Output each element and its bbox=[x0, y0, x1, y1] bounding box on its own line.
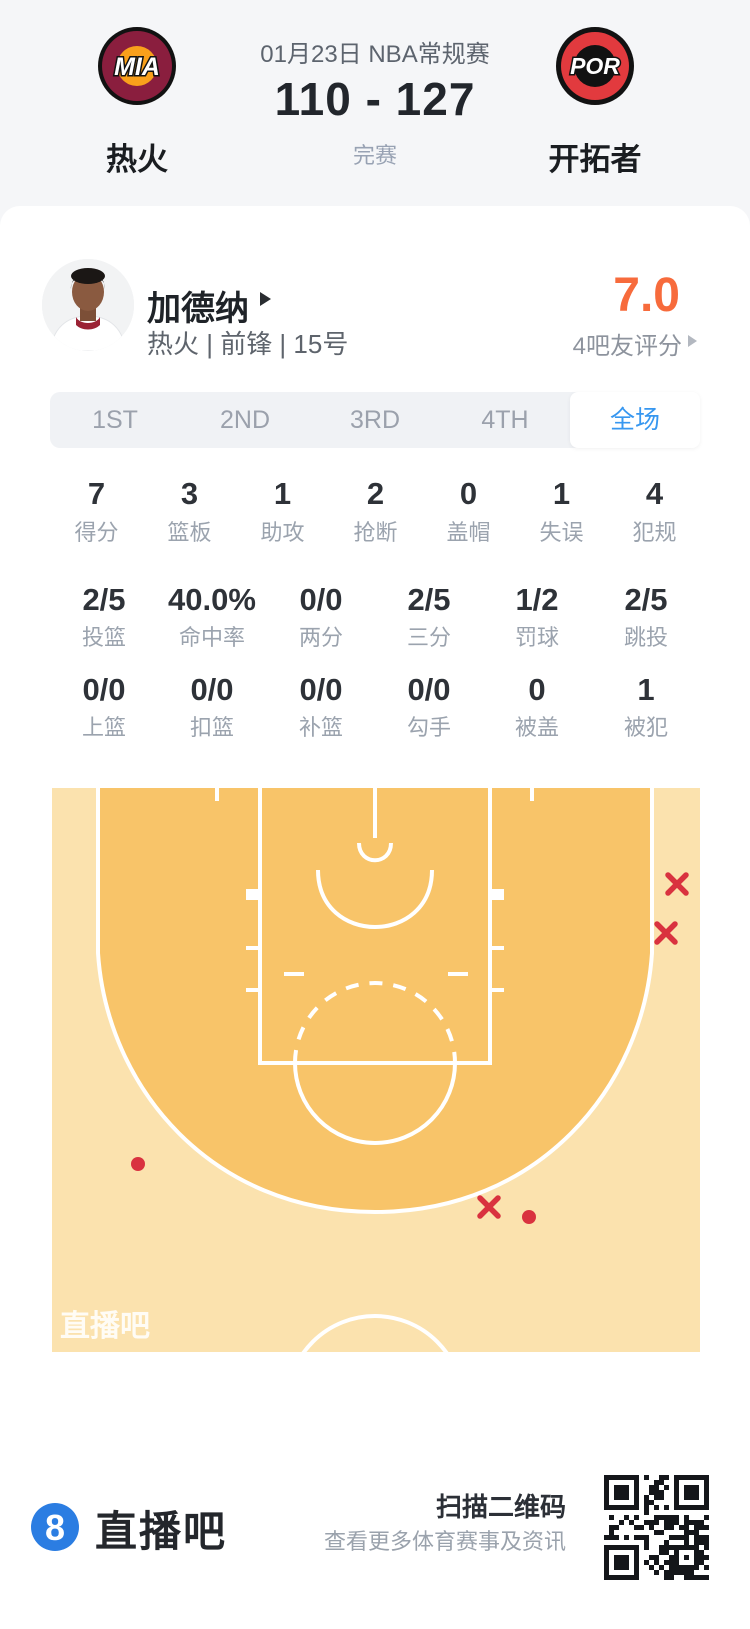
free-throw-circle-solid bbox=[293, 1062, 457, 1145]
stat-label: 得分 bbox=[74, 520, 119, 545]
block-mark-right bbox=[490, 889, 504, 900]
stat-label: 三分 bbox=[406, 625, 451, 650]
player-rating: 7.0 bbox=[613, 269, 680, 322]
missed-shot-marker bbox=[477, 1195, 501, 1219]
match-score: 110 - 127 bbox=[274, 73, 476, 125]
stat-label: 跳投 bbox=[623, 625, 668, 650]
brand-badge-8: 8 bbox=[45, 1507, 65, 1548]
court-inside-arc-area bbox=[98, 788, 652, 1212]
stat-value: 1 bbox=[637, 672, 655, 707]
stat-value: 4 bbox=[645, 476, 664, 511]
lane-hash-marks bbox=[246, 946, 504, 992]
stat-value: 0/0 bbox=[299, 672, 343, 707]
stat-value: 1/2 bbox=[515, 582, 559, 617]
stat-label: 失误 bbox=[539, 520, 584, 545]
stat-value: 3 bbox=[180, 476, 199, 511]
hair bbox=[71, 268, 105, 284]
made-shot-marker bbox=[522, 1210, 536, 1224]
stat-label: 犯规 bbox=[632, 520, 677, 545]
rating-arrow-icon[interactable] bbox=[688, 335, 697, 347]
jersey-trim bbox=[76, 317, 100, 330]
rim bbox=[357, 842, 393, 863]
stat-value: 7 bbox=[87, 476, 106, 511]
stat-value: 1 bbox=[552, 476, 571, 511]
stat-label: 被盖 bbox=[514, 715, 559, 740]
match-status: 完赛 bbox=[352, 143, 397, 168]
stat-label: 两分 bbox=[298, 625, 343, 650]
stat-value: 40.0% bbox=[168, 582, 256, 617]
qr-code bbox=[601, 1472, 712, 1583]
tab-4th[interactable]: 4TH bbox=[481, 406, 529, 434]
stat-label: 补篮 bbox=[298, 715, 343, 740]
home-team-logo[interactable]: MIA bbox=[97, 26, 177, 106]
home-team-name[interactable]: 热火 bbox=[106, 142, 168, 177]
qr-subtitle: 查看更多体育赛事及资讯 bbox=[323, 1529, 566, 1554]
stat-label: 投篮 bbox=[81, 625, 126, 650]
stat-value: 0/0 bbox=[82, 672, 126, 707]
shot-markers bbox=[131, 872, 689, 1224]
tab-3rd[interactable]: 3RD bbox=[349, 406, 400, 434]
stat-label: 上篮 bbox=[81, 715, 126, 740]
stat-value: 2/5 bbox=[407, 582, 451, 617]
shot-chart: 直播吧 bbox=[52, 782, 700, 1494]
block-mark-left bbox=[246, 889, 260, 900]
tab-full-game[interactable]: 全场 bbox=[570, 392, 700, 448]
stat-label: 勾手 bbox=[406, 715, 451, 740]
missed-shot-marker bbox=[665, 872, 689, 896]
stat-label: 扣篮 bbox=[189, 715, 234, 740]
baseline-ticks bbox=[215, 788, 534, 801]
stat-label: 罚球 bbox=[514, 625, 559, 650]
player-avatar[interactable] bbox=[42, 259, 134, 351]
stat-value: 0/0 bbox=[190, 672, 234, 707]
missed-shot-marker bbox=[654, 921, 678, 945]
tab-1st[interactable]: 1ST bbox=[92, 406, 138, 434]
brand-logo[interactable]: 8 bbox=[31, 1503, 79, 1551]
stat-label: 助攻 bbox=[260, 520, 305, 545]
stat-label: 篮板 bbox=[167, 520, 212, 545]
restricted-arc bbox=[316, 869, 434, 929]
player-detail-arrow-icon[interactable] bbox=[260, 292, 271, 306]
made-shot-marker bbox=[131, 1157, 145, 1171]
away-team-name[interactable]: 开拓者 bbox=[548, 142, 642, 177]
brand-name: 直播吧 bbox=[95, 1508, 228, 1555]
stat-label: 盖帽 bbox=[446, 520, 491, 545]
stat-value: 1 bbox=[273, 476, 292, 511]
home-team-abbr: MIA bbox=[114, 53, 160, 81]
stat-value: 2/5 bbox=[624, 582, 668, 617]
tab-2nd[interactable]: 2ND bbox=[219, 406, 270, 434]
away-team-abbr: POR bbox=[570, 53, 620, 79]
player-name[interactable]: 加德纳 bbox=[147, 290, 249, 328]
stat-label: 命中率 bbox=[178, 625, 245, 650]
stat-value: 2 bbox=[366, 476, 385, 511]
quarter-tab-bar: 1ST 2ND 3RD 4TH 全场 bbox=[50, 392, 700, 448]
away-team-logo[interactable]: POR bbox=[555, 26, 635, 106]
stat-value: 0/0 bbox=[299, 582, 343, 617]
match-date: 01月23日 NBA常规赛 bbox=[260, 41, 490, 68]
free-throw-circle-dashed bbox=[293, 981, 457, 1064]
three-point-line bbox=[96, 788, 654, 1215]
stat-label: 被犯 bbox=[623, 715, 668, 740]
court-watermark: 直播吧 bbox=[60, 1310, 150, 1343]
rating-label[interactable]: 4吧友评分 bbox=[572, 333, 682, 360]
stat-value: 0/0 bbox=[407, 672, 451, 707]
stat-value: 0 bbox=[459, 476, 478, 511]
stat-label: 抢断 bbox=[353, 520, 398, 545]
qr-title: 扫描二维码 bbox=[435, 1492, 566, 1522]
player-meta: 热火 | 前锋 | 15号 bbox=[147, 329, 349, 359]
stat-value: 0 bbox=[528, 672, 546, 707]
stat-value: 2/5 bbox=[82, 582, 126, 617]
